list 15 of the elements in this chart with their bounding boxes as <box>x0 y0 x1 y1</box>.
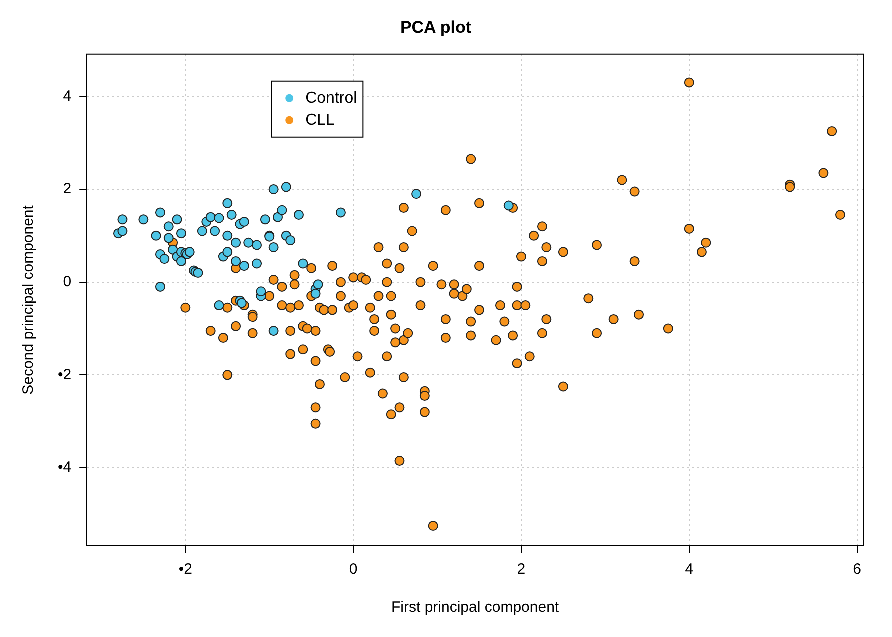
x-axis-title: First principal component <box>392 599 560 616</box>
y-tick-label: •2 <box>58 366 72 384</box>
y-tick-label: •4 <box>58 459 72 476</box>
y-axis-title: Second principal component <box>20 204 38 395</box>
x-tick-label: 6 <box>853 561 862 578</box>
x-tick-label: •2 <box>178 561 192 578</box>
x-tick-label: 4 <box>685 561 694 578</box>
x-tick-label: 2 <box>517 561 526 578</box>
y-tick-label: 0 <box>63 273 72 290</box>
x-tick-label: 0 <box>349 561 358 578</box>
y-tick-label: 2 <box>63 180 72 198</box>
y-tick-label: 4 <box>63 88 72 105</box>
chart-title: PCA plot <box>400 18 472 37</box>
legend-label: CLL <box>306 112 336 129</box>
legend-label: Control <box>306 90 358 107</box>
